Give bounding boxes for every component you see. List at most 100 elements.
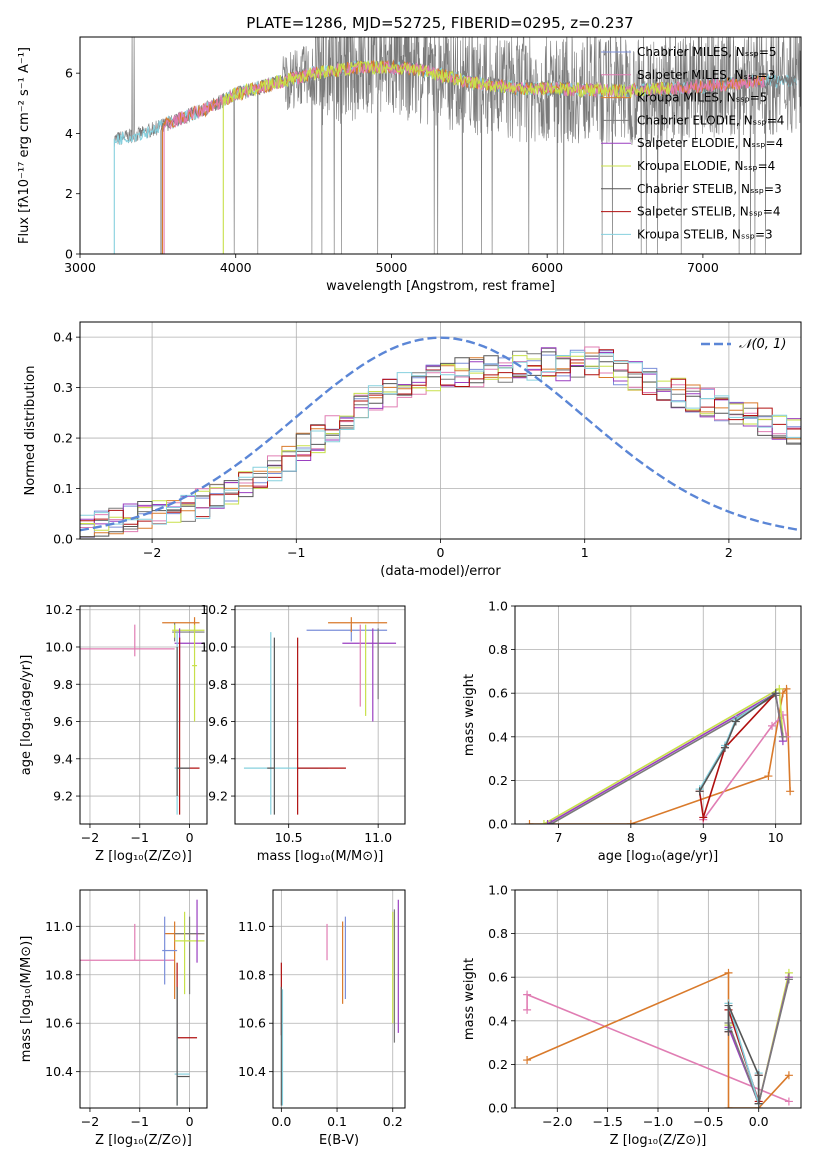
x-tick-label: 0 [186,830,194,845]
errorbar-point-kroupa_elodie [174,911,205,995]
x-tick-label: −1 [131,830,149,845]
figure-title: PLATE=1286, MJD=52725, FIBERID=0295, z=0… [246,14,633,32]
errorbar-point-kroupa_elodie [192,624,198,722]
errorbar-point-chabrier_elodie [174,916,205,995]
x-tick-label: 6000 [531,260,563,275]
legend-label-kroupa_miles: Kroupa MILES, Nₛₛₚ=5 [637,91,767,105]
y-tick-label: 0.4 [53,330,73,345]
y-axis-label: mass weight [462,958,477,1040]
panel-residuals: −2 −1 0 1 2 0.0 0.1 0.2 0.3 0.4 (data-model)/error… [23,321,802,579]
plot-area-age_vs_Z [80,617,205,815]
x-tick-label: 4000 [220,260,252,275]
y-tick-label: 0.0 [53,532,73,547]
errorbar-point-chabrier_miles [306,624,388,642]
histogram-kroupa_miles [80,352,801,538]
legend-label-salpeter_stelib: Salpeter STELIB, Nₛₛₚ=4 [637,205,781,219]
plot-area-residuals [80,336,801,538]
axes-frame [234,605,406,825]
histogram-salpeter_stelib [80,349,801,525]
y-tick-label: 0.0 [488,817,508,832]
legend-label-chabrier_elodie: Chabrier ELODIE, Nₛₛₚ=4 [637,113,784,127]
y-tick-label: 0.8 [488,642,508,657]
y-tick-label: 0.4 [488,729,508,744]
y-tick-label: 0.6 [488,970,508,985]
histogram-kroupa_stelib [80,351,801,525]
weight-marker-salpeter_miles [778,711,787,719]
y-axis-label: age [log₁₀(age/yr)] [19,655,34,776]
weight-marker-salpeter_elodie [543,820,552,824]
plot-area-age_vs_mass [243,617,397,815]
y-tick-label: 2 [65,186,73,201]
weight-line-kroupa_stelib [698,692,777,790]
weight-marker-kroupa_miles [525,820,534,824]
y-tick-label: 10.0 [200,639,228,654]
x-axis-label: (data-model)/error [380,564,501,579]
y-tick-label: 10.2 [200,602,228,617]
errorbar-point-salpeter_stelib [177,637,200,815]
legend-label-kroupa_stelib: Kroupa STELIB, Nₛₛₚ=3 [637,227,773,241]
panel-mass_vs_Z: −2 −1 0 10.4 10.6 10.8 11.0 Z [log₁₀(Z/Z⊙)] mass… [19,889,208,1148]
errorbar-point-chabrier_miles [162,916,178,985]
x-axis-label: Z [log₁₀(Z/Z⊙)] [95,1133,192,1148]
weight-marker-salpeter_miles [523,1005,532,1014]
weight-marker-chabrier_elodie [547,820,556,824]
y-tick-label: 1.0 [488,883,508,898]
panel-spectrum: 3000 4000 5000 6000 7000 0 2 4 6 wavelength [Angs… [17,36,802,294]
y-tick-label: 10.0 [45,639,73,654]
y-tick-label: 0.2 [53,431,73,446]
weight-line-kroupa_stelib [727,1003,760,1104]
panel-weight_vs_Z: −2.0 −1.5 −1.0 −0.5 0.0 0.0 0.2 0.4 0.6 0.8 1.0 Z [… [462,883,802,1148]
weight-line-salpeter_miles [702,713,788,821]
x-tick-label: −2 [81,1114,99,1129]
weight-line-kroupa_miles [526,971,790,1108]
weight-marker-salpeter_miles [768,721,777,730]
x-tick-label: 2 [725,545,733,560]
x-tick-label: −2 [143,545,161,560]
y-tick-label: 9.2 [208,789,228,804]
x-tick-label: 11.0 [364,830,392,845]
axes-frame [514,889,802,1109]
errorbar-point-chabrier_stelib [176,646,190,797]
axes-frame [514,605,802,825]
weight-marker-chabrier_stelib [724,1027,733,1036]
y-tick-label: 6 [65,66,73,81]
y-tick-label: 9.6 [208,714,228,729]
y-axis-label: Normed distribution [23,366,38,496]
weight-marker-chabrier_stelib [754,1071,763,1080]
x-tick-label: 3000 [64,260,96,275]
weight-marker-chabrier_elodie [778,732,787,741]
x-tick-label: −0.5 [693,1114,723,1129]
y-tick-label: 9.4 [208,751,228,766]
x-tick-label: 10.5 [275,830,303,845]
weight-marker-chabrier_stelib [720,743,729,752]
panel-weight_vs_age: 7 8 9 10 0.0 0.2 0.4 0.6 0.8 1.0 age [log₁₀(age/yr… [462,599,802,864]
x-tick-label: −2.0 [542,1114,572,1129]
y-tick-label: 9.8 [208,677,228,692]
x-tick-label: 8 [627,830,635,845]
plot-area-spectrum [113,37,801,254]
x-axis-label: mass [log₁₀(M/M⊙)] [257,849,384,864]
plot-area-mass_vs_Z [80,899,205,1106]
weight-line-chabrier_stelib [727,1005,760,1104]
errorbar-point-salpeter_stelib [176,962,198,1039]
plot-area-weight_vs_age [525,684,795,824]
weight-marker-chabrier_stelib [731,717,740,726]
x-tick-label: −1 [131,1114,149,1129]
legend-label-salpeter_miles: Salpeter MILES, Nₛₛₚ=3 [637,68,775,82]
x-axis-label: age [log₁₀(age/yr)] [598,849,719,864]
y-tick-label: 0.6 [488,686,508,701]
y-tick-label: 1.0 [488,599,508,614]
y-tick-label: 10.6 [238,1016,266,1031]
x-tick-label: 0 [437,545,445,560]
x-tick-label: 0.2 [383,1114,403,1129]
legend-label-salpeter_elodie: Salpeter ELODIE, Nₛₛₚ=4 [637,136,783,150]
weight-line-kroupa_miles [529,686,791,824]
weight-marker-salpeter_miles [523,990,532,999]
weight-line-chabrier_stelib [698,692,777,792]
y-tick-label: 0.8 [488,926,508,941]
x-tick-label: 0.0 [749,1114,769,1129]
weight-marker-salpeter_stelib [699,813,708,822]
y-tick-label: 0.1 [53,481,73,496]
model-spectrum-kroupa_elodie [222,59,673,254]
